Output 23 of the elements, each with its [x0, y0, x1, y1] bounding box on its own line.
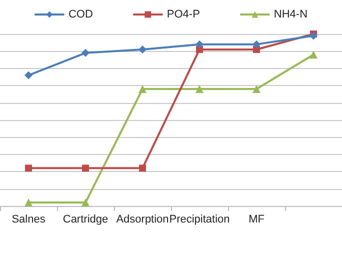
point	[310, 50, 318, 59]
x-tick-label: Salnes	[12, 214, 46, 226]
legend-label: COD	[68, 8, 93, 20]
point	[25, 164, 32, 172]
point	[138, 85, 146, 94]
point	[310, 32, 318, 40]
point	[82, 164, 89, 172]
point	[24, 198, 32, 207]
point	[82, 48, 90, 57]
x-tick-label: MF	[248, 214, 265, 226]
x-tick-label: Cartridge	[62, 214, 108, 226]
x-tick-label: Precipitation	[169, 214, 230, 226]
point	[196, 40, 204, 48]
point	[139, 164, 146, 172]
point	[24, 71, 32, 80]
legend-label: NH4-N	[274, 8, 308, 20]
point	[252, 85, 260, 94]
point	[82, 198, 90, 207]
point	[138, 45, 146, 54]
point	[196, 85, 204, 94]
x-tick-label: Adsorption	[116, 214, 169, 226]
legend-label: PO4-P	[166, 8, 200, 20]
point	[252, 40, 260, 48]
